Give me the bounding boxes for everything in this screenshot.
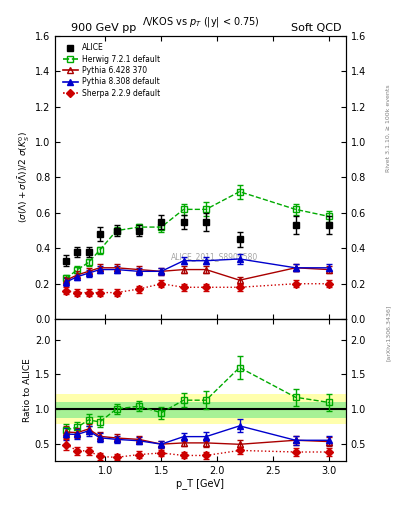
X-axis label: p_T [GeV]: p_T [GeV] [176, 478, 224, 489]
Text: Soft QCD: Soft QCD [292, 23, 342, 33]
Text: $\Lambda$/KOS vs $p_T$ (|y| < 0.75): $\Lambda$/KOS vs $p_T$ (|y| < 0.75) [142, 15, 259, 29]
Bar [55, 402, 346, 418]
Text: [arXiv:1306.3436]: [arXiv:1306.3436] [386, 305, 391, 361]
Legend: ALICE, Herwig 7.2.1 default, Pythia 6.428 370, Pythia 8.308 default, Sherpa 2.2.: ALICE, Herwig 7.2.1 default, Pythia 6.42… [59, 39, 164, 101]
Text: ALICE_2011_S8909580: ALICE_2011_S8909580 [171, 252, 259, 261]
Bar [55, 394, 346, 424]
Text: 900 GeV pp: 900 GeV pp [71, 23, 136, 33]
Text: Rivet 3.1.10, ≥ 100k events: Rivet 3.1.10, ≥ 100k events [386, 84, 391, 172]
Y-axis label: Ratio to ALICE: Ratio to ALICE [23, 358, 32, 422]
Y-axis label: $(\sigma(\Lambda)+\sigma(\bar{\Lambda}))/2\ \sigma(K^0_S)$: $(\sigma(\Lambda)+\sigma(\bar{\Lambda}))… [17, 132, 32, 223]
